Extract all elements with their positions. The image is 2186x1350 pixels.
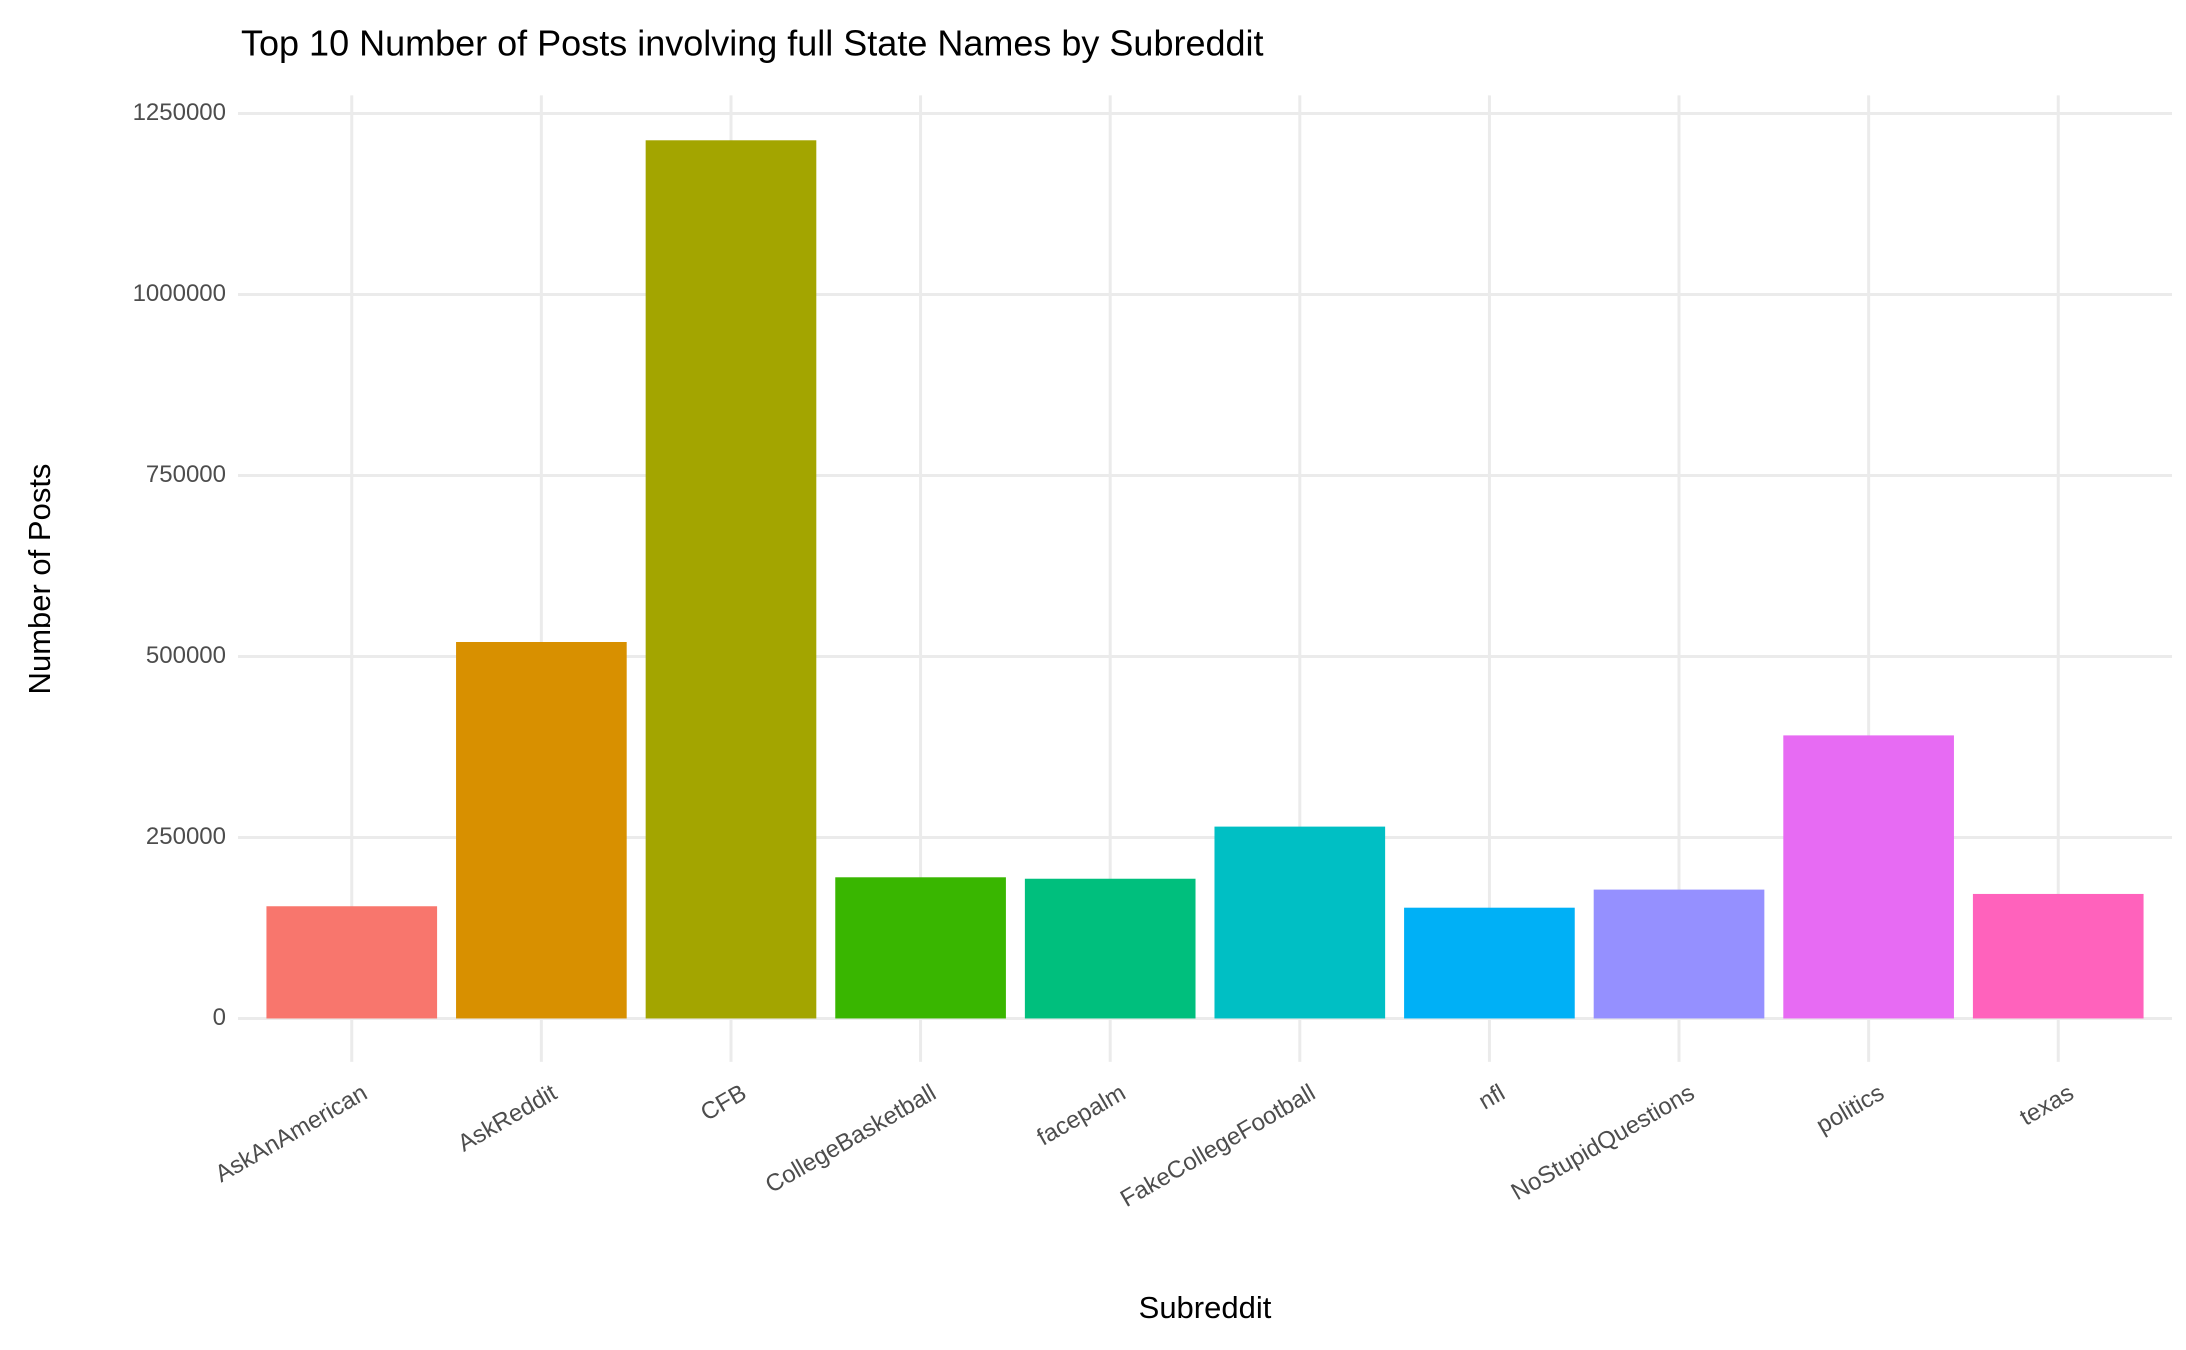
y-tick-label: 1000000 bbox=[133, 280, 226, 307]
bar bbox=[1214, 826, 1386, 1019]
y-tick-label: 500000 bbox=[146, 642, 226, 669]
bars bbox=[266, 140, 2144, 1019]
bar bbox=[1972, 893, 2144, 1019]
bar bbox=[835, 877, 1006, 1019]
y-tick-label: 750000 bbox=[146, 461, 226, 488]
bar bbox=[1783, 735, 1954, 1019]
y-tick-label: 250000 bbox=[146, 823, 226, 850]
bar bbox=[1024, 878, 1196, 1019]
bar bbox=[266, 906, 438, 1019]
bar bbox=[1404, 907, 1575, 1019]
chart-title: Top 10 Number of Posts involving full St… bbox=[241, 23, 1264, 64]
bar bbox=[1593, 889, 1765, 1019]
y-tick-label: 1250000 bbox=[133, 99, 226, 126]
bar bbox=[456, 641, 627, 1019]
y-axis-title: Number of Posts bbox=[22, 464, 57, 695]
bar bbox=[645, 140, 817, 1019]
x-axis-title: Subreddit bbox=[1139, 1290, 1272, 1325]
y-tick-label: 0 bbox=[213, 1004, 226, 1031]
